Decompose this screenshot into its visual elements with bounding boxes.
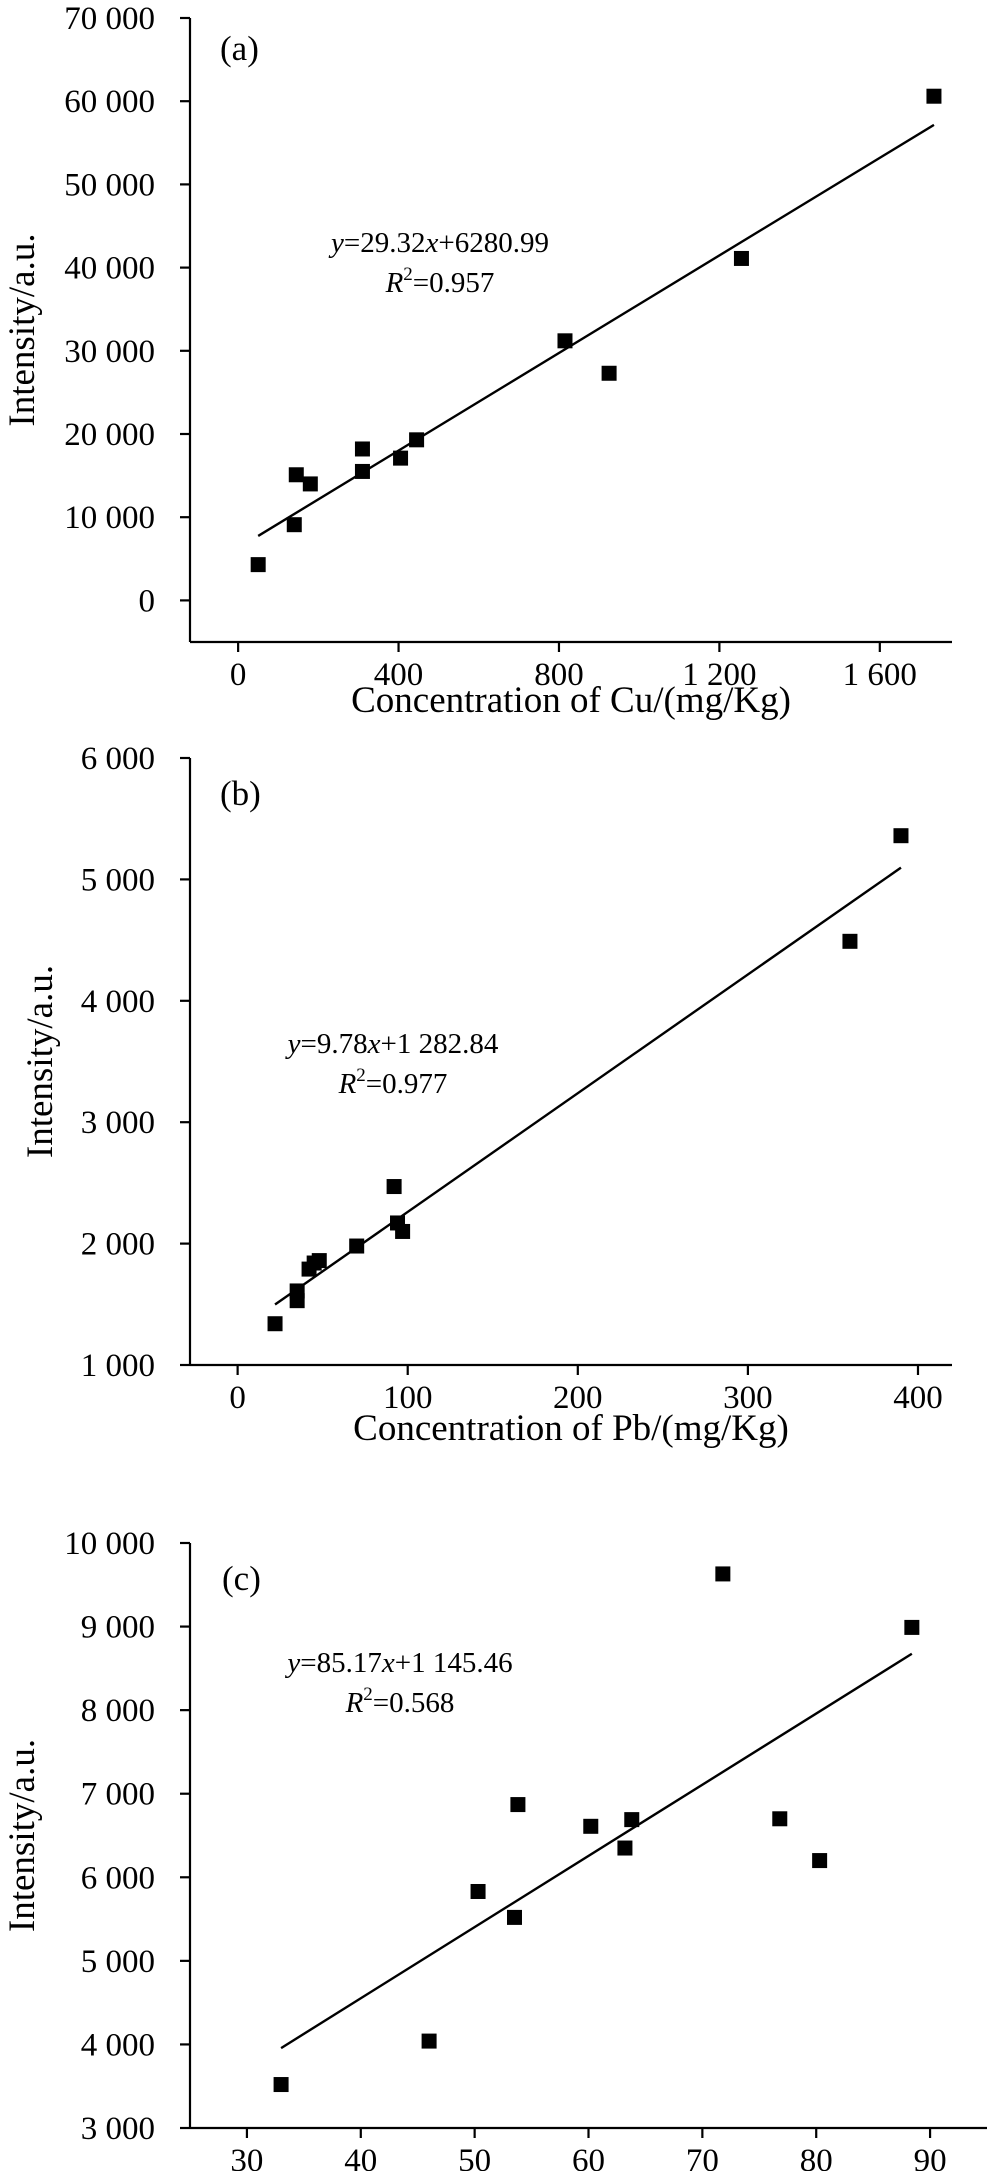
data-point (354, 441, 370, 457)
fit-equation: y=85.17x+1 145.46 (284, 1647, 512, 1679)
data-point (289, 1283, 305, 1299)
fit-line (257, 123, 935, 537)
data-point (601, 365, 617, 381)
chart-panel-1: 1 000 2 000 3 000 4 000 5 000 6 000 0 100 200 300… (20, 741, 952, 1449)
data-point (393, 450, 409, 466)
chart-panel-2: 3 000 4 000 5 000 6 000 7 000 8 000 9 000 10 00… (2, 1526, 987, 2171)
y-tick-label: 8 000 (81, 1693, 155, 1729)
data-point (772, 1811, 788, 1827)
chart-panel-0: 0 10 000 20 000 30 000 40 000 50 000 60 000 70 … (2, 1, 952, 721)
y-tick-label: 3 000 (81, 1105, 155, 1141)
data-point (349, 1238, 365, 1254)
y-tick-label: 4 000 (81, 2027, 155, 2063)
data-point (617, 1840, 633, 1856)
x-tick-label: 200 (553, 1380, 603, 1416)
r-squared: R2=0.568 (345, 1684, 455, 1719)
data-point (624, 1812, 640, 1828)
y-tick-label: 6 000 (81, 741, 155, 777)
data-point (250, 557, 266, 573)
data-point (583, 1818, 599, 1834)
fit-equation: y=29.32x+6280.99 (328, 227, 549, 259)
data-point (510, 1797, 526, 1813)
data-point (904, 1619, 920, 1635)
data-point (557, 333, 573, 349)
data-point (470, 1883, 486, 1899)
data-point (302, 476, 318, 492)
data-point (926, 88, 942, 104)
data-point (893, 828, 909, 844)
x-tick-label: 60 (572, 2143, 605, 2171)
y-axis-title: Intensity/a.u. (2, 233, 43, 426)
x-tick-label: 0 (230, 657, 247, 693)
y-tick-label: 0 (139, 583, 156, 619)
x-tick-label: 100 (383, 1380, 433, 1416)
y-tick-label: 2 000 (81, 1227, 155, 1263)
y-tick-label: 40 000 (64, 251, 155, 287)
x-tick-label: 300 (723, 1380, 773, 1416)
data-point (267, 1316, 283, 1332)
data-point (286, 517, 302, 533)
y-tick-label: 6 000 (81, 1860, 155, 1896)
x-tick-label: 80 (800, 2143, 833, 2171)
data-point (812, 1853, 828, 1869)
x-tick-label: 30 (230, 2143, 263, 2171)
y-tick-label: 20 000 (64, 417, 155, 453)
data-point (421, 2033, 437, 2049)
x-tick-label: 90 (914, 2143, 947, 2171)
y-axis-title: Intensity/a.u. (2, 1739, 43, 1932)
r-squared: R2=0.957 (385, 264, 495, 299)
x-tick-label: 800 (534, 657, 584, 693)
data-point (311, 1253, 327, 1269)
y-tick-label: 7 000 (81, 1777, 155, 1813)
data-point (288, 467, 304, 483)
fit-line (274, 866, 902, 1306)
y-tick-label: 3 000 (81, 2111, 155, 2147)
y-tick-label: 70 000 (64, 1, 155, 37)
y-tick-label: 5 000 (81, 862, 155, 898)
x-axis-title: Concentration of Cu/(mg/Kg) (351, 680, 791, 721)
data-point (354, 463, 370, 479)
x-axis-title: Concentration of Cr/(mg/Kg) (372, 2165, 806, 2171)
y-tick-label: 50 000 (64, 167, 155, 203)
x-tick-label: 400 (893, 1380, 943, 1416)
y-tick-label: 10 000 (64, 500, 155, 536)
y-tick-label: 30 000 (64, 334, 155, 370)
data-point (733, 250, 749, 266)
y-tick-label: 5 000 (81, 1944, 155, 1980)
y-tick-label: 1 000 (81, 1348, 155, 1384)
x-tick-label: 50 (458, 2143, 491, 2171)
x-tick-label: 40 (344, 2143, 377, 2171)
data-point (715, 1566, 731, 1582)
x-tick-label: 70 (686, 2143, 719, 2171)
panel-label: (a) (220, 29, 259, 68)
fit-line (280, 1652, 913, 2050)
data-point (386, 1179, 402, 1195)
y-tick-label: 9 000 (81, 1610, 155, 1646)
panel-label: (c) (222, 1559, 261, 1598)
y-axis-title: Intensity/a.u. (20, 965, 61, 1158)
fit-equation: y=9.78x+1 282.84 (285, 1028, 499, 1060)
data-point (409, 432, 425, 448)
x-tick-label: 0 (229, 1380, 246, 1416)
r-squared: R2=0.977 (338, 1065, 448, 1100)
x-axis-title: Concentration of Pb/(mg/Kg) (353, 1408, 789, 1449)
data-point (842, 933, 858, 949)
panel-label: (b) (220, 774, 261, 813)
data-point (506, 1909, 522, 1925)
x-tick-label: 1 600 (843, 657, 917, 693)
y-tick-label: 10 000 (64, 1526, 155, 1562)
y-tick-label: 4 000 (81, 984, 155, 1020)
x-tick-label: 1 200 (682, 657, 756, 693)
x-tick-label: 400 (374, 657, 424, 693)
y-tick-label: 60 000 (64, 84, 155, 120)
data-point (273, 2077, 289, 2093)
data-point (395, 1223, 411, 1239)
